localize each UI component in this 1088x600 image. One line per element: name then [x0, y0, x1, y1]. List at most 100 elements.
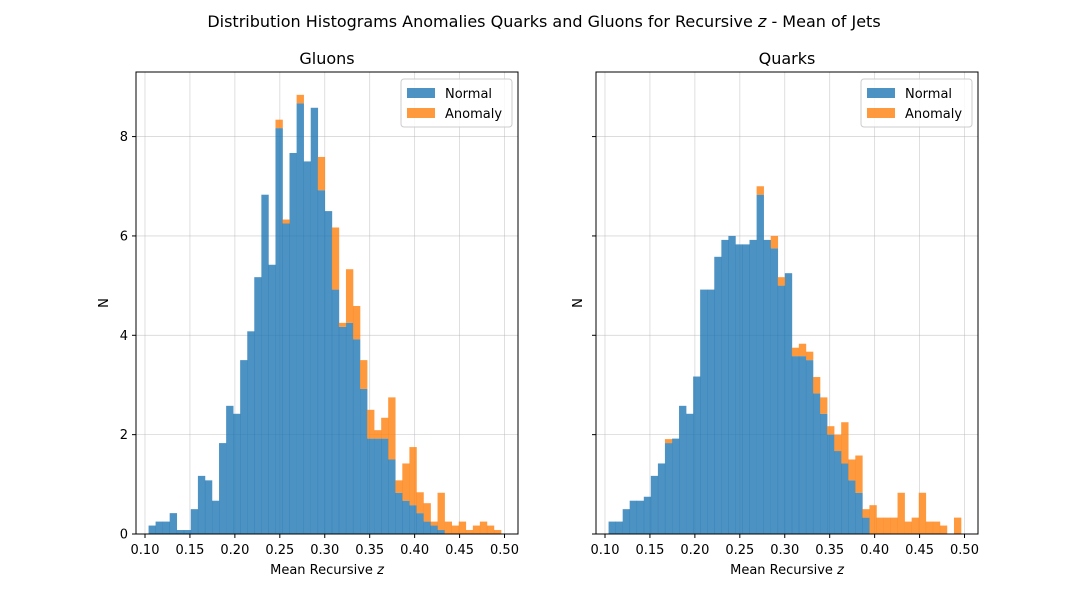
anomaly-bar: [444, 521, 452, 534]
anomaly-bar: [904, 521, 912, 534]
axes-frame: [595, 71, 979, 535]
anomaly-bar: [331, 227, 340, 290]
legend: Normal Anomaly: [400, 78, 513, 128]
normal-bar: [204, 480, 213, 534]
anomaly-bar: [486, 525, 495, 534]
normal-bar: [388, 459, 396, 534]
normal-bar: [261, 194, 269, 534]
normal-bar: [629, 500, 638, 534]
normal-bar: [763, 239, 771, 535]
normal-bar: [338, 326, 347, 534]
anomaly-bar: [820, 397, 828, 414]
y-tick-label: 0: [120, 528, 128, 543]
anomaly-bar: [437, 492, 445, 531]
anomaly-bar: [472, 525, 481, 534]
x-tick-label: 0.15: [175, 543, 204, 558]
quarks-panel: 0.10 0.15 0.20 0.25 0.30 0.35 0.40 0.45 0.50 Quar…: [571, 49, 979, 578]
legend-swatch-normal: [407, 88, 435, 98]
normal-bar: [714, 256, 722, 534]
legend-label-normal: Normal: [905, 87, 952, 102]
anomaly-bar: [296, 94, 304, 104]
anomaly-bar: [388, 397, 396, 460]
y-axis-label: N: [571, 298, 586, 308]
normal-bar: [212, 500, 220, 534]
anomaly-bar: [876, 517, 884, 534]
normal-bar: [268, 264, 276, 534]
normal-bar: [183, 530, 192, 534]
anomaly-bar: [883, 517, 891, 534]
x-axis-label-prefix: Mean Recursive: [270, 563, 377, 578]
anomaly-bar: [409, 447, 417, 506]
legend: Normal Anomaly: [860, 78, 973, 128]
normal-bar: [331, 289, 340, 534]
x-tick-label: 0.20: [680, 543, 709, 558]
x-tick-label: 0.40: [400, 543, 429, 558]
normal-bar: [275, 128, 283, 534]
normal-bar: [636, 500, 645, 534]
normal-bar: [169, 513, 178, 534]
anomaly-bar: [395, 480, 403, 493]
normal-bar: [622, 509, 631, 534]
anomaly-bar: [791, 347, 800, 357]
normal-bar: [728, 235, 736, 534]
anomaly-bar: [890, 517, 898, 534]
normal-bar: [643, 496, 652, 534]
anomaly-bar: [862, 509, 870, 518]
anomaly-bar: [465, 530, 474, 534]
normal-bar: [381, 438, 389, 534]
normal-bar: [437, 530, 445, 534]
normal-bar: [820, 413, 828, 534]
anomaly-bar: [869, 505, 877, 534]
y-axis-label: N: [97, 298, 112, 308]
normal-bar: [282, 223, 290, 535]
normal-bar: [409, 505, 417, 534]
anomaly-bar: [848, 459, 856, 481]
anomaly-bar: [367, 409, 375, 439]
normal-bar: [324, 211, 333, 534]
normal-bar: [226, 405, 234, 534]
anomaly-bar: [493, 530, 502, 534]
normal-bar: [148, 525, 156, 534]
x-tick-label: 0.10: [591, 543, 620, 558]
anomaly-bar: [430, 521, 438, 526]
figure-title-prefix: Distribution Histograms Anomalies Quarks…: [207, 12, 758, 31]
anomaly-bar: [402, 463, 410, 501]
normal-bar: [352, 339, 361, 534]
x-tick-label: 0.35: [355, 543, 384, 558]
normal-bar: [777, 285, 786, 534]
legend-label-normal: Normal: [445, 87, 492, 102]
anomaly-bar: [932, 521, 941, 534]
anomaly-bar: [360, 360, 368, 389]
anomaly-bar: [317, 156, 326, 191]
normal-bar: [657, 463, 666, 534]
anomaly-bar: [282, 219, 290, 224]
anomaly-bar: [953, 517, 962, 534]
anomaly-bar: [416, 492, 424, 514]
normal-bar: [812, 393, 821, 534]
anomaly-bar: [381, 417, 389, 439]
anomaly-bar: [925, 521, 934, 534]
anomaly-bar: [756, 186, 764, 195]
anomaly-bar: [911, 517, 919, 534]
normal-bar: [707, 289, 715, 534]
normal-bar: [310, 107, 319, 534]
anomaly-bar: [855, 455, 863, 493]
legend-swatch-normal: [867, 88, 895, 98]
anomaly-bar: [275, 119, 283, 129]
normal-bar: [240, 360, 248, 534]
figure-title-var: z: [757, 12, 767, 31]
legend-swatch-anomaly: [867, 108, 895, 118]
normal-bar: [721, 239, 729, 535]
x-tick-label: 0.15: [635, 543, 664, 558]
normal-bar: [416, 513, 424, 534]
legend-label-anomaly: Anomaly: [445, 107, 502, 122]
x-tick-label: 0.35: [815, 543, 844, 558]
anomaly-bar: [458, 521, 467, 534]
normal-bar: [303, 161, 311, 534]
anomaly-bar: [812, 377, 821, 394]
normal-bar: [862, 517, 870, 534]
normal-bar: [784, 273, 793, 534]
x-tick-label: 0.45: [905, 543, 934, 558]
x-tick-label: 0.40: [860, 543, 889, 558]
